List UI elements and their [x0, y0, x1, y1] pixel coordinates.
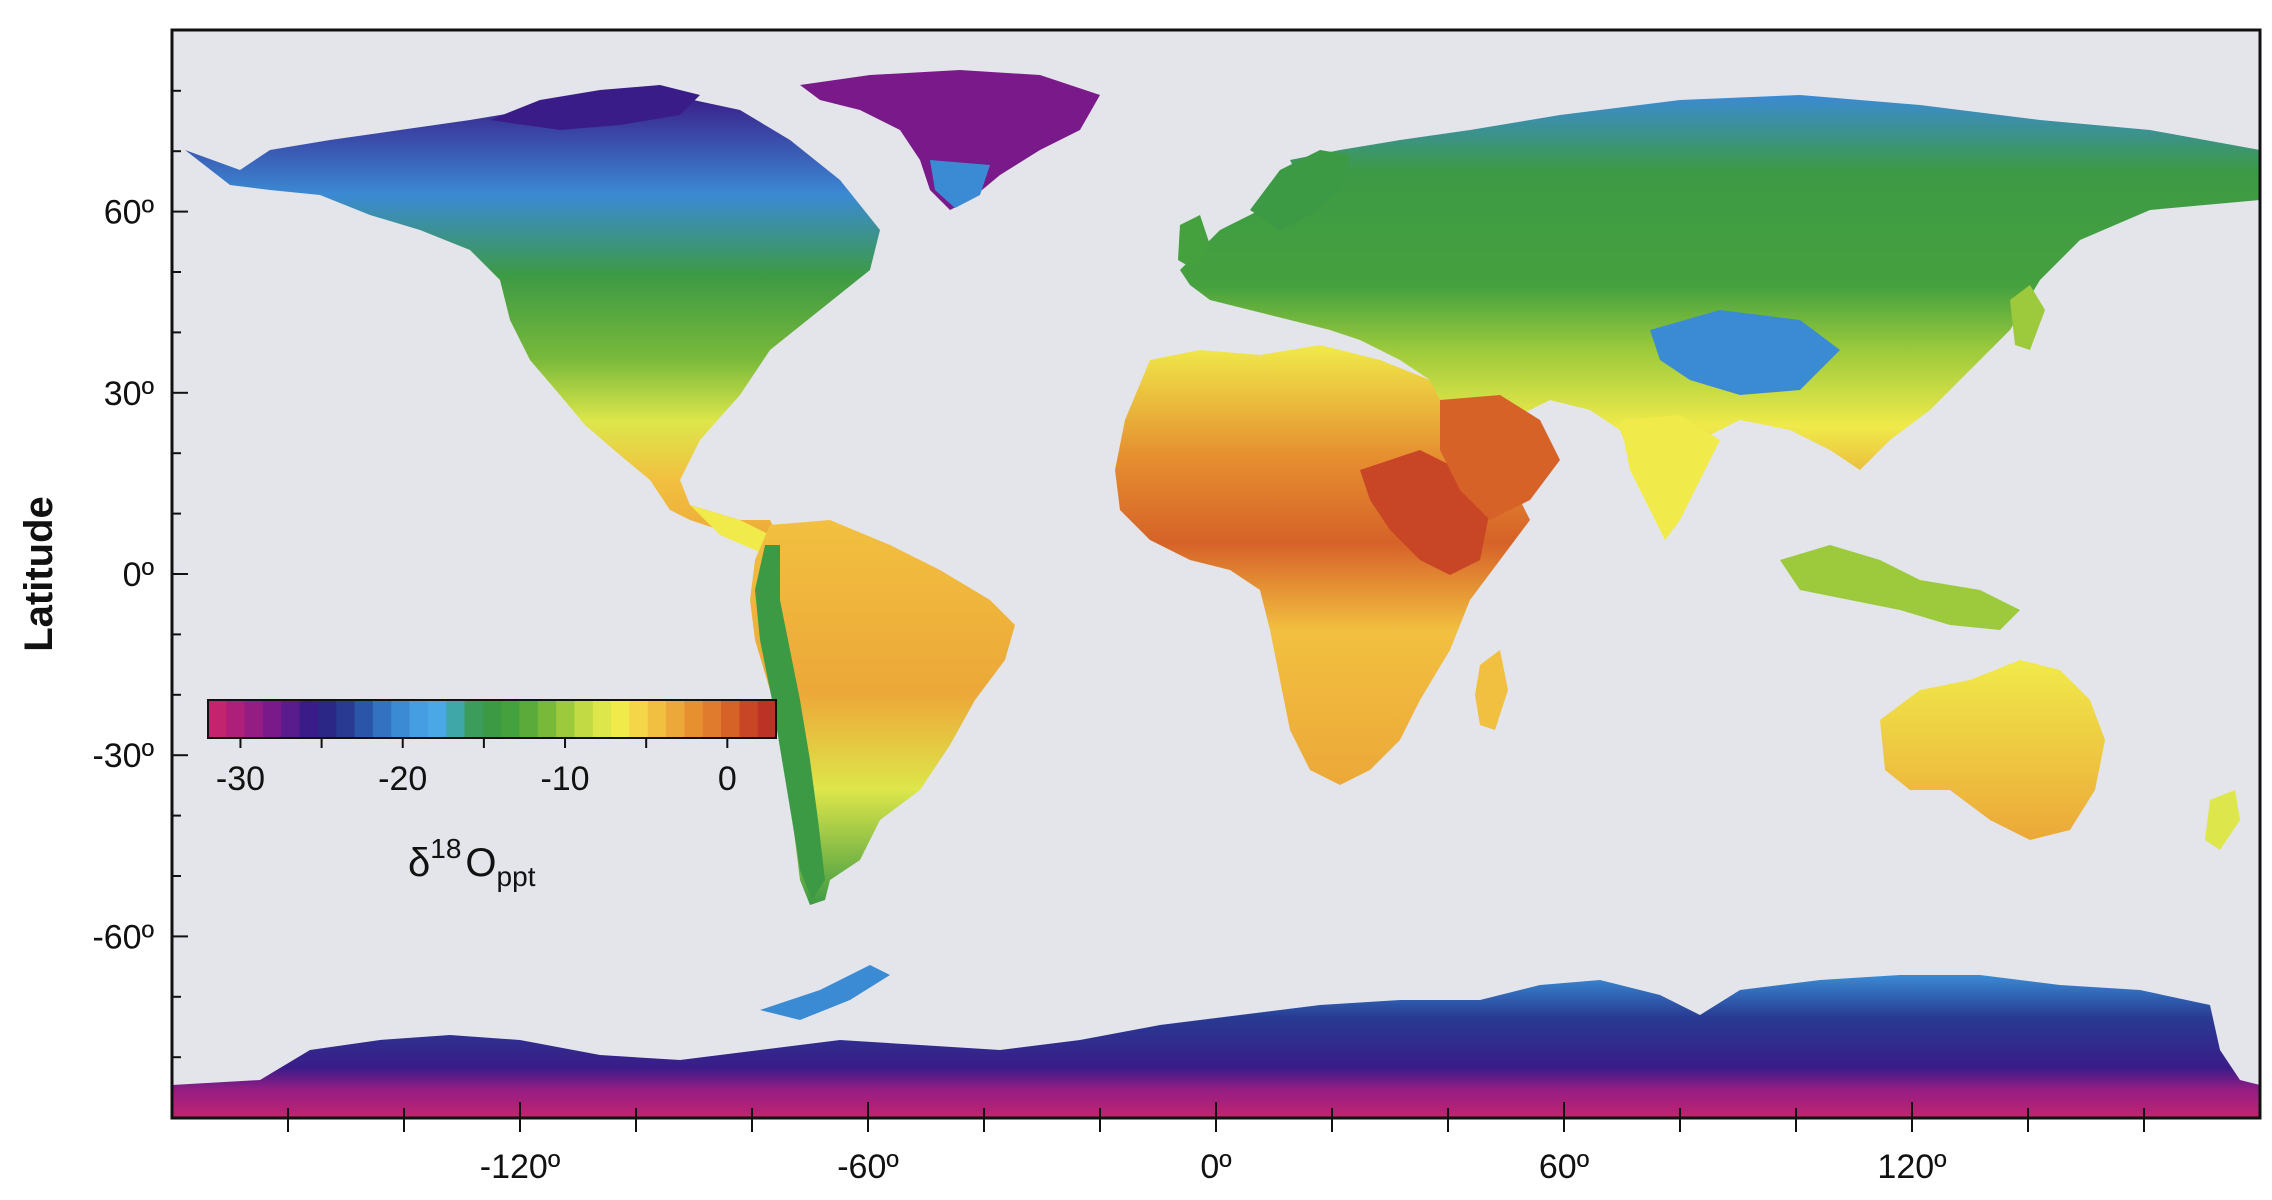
tibetan-plateau	[1650, 310, 1840, 395]
colorbar-swatch	[446, 700, 466, 738]
colorbar-title-delta: δ	[408, 841, 430, 885]
colorbar-swatch	[317, 700, 337, 738]
colorbar-swatch	[556, 700, 576, 738]
x-tick-label: 60º	[1539, 1148, 1589, 1186]
x-tick-label: -120º	[480, 1148, 560, 1186]
colorbar-swatch	[372, 700, 392, 738]
colorbar-swatch	[611, 700, 631, 738]
andes-strip	[755, 545, 825, 900]
greenland-south	[930, 160, 990, 208]
india-subcontinent	[1620, 415, 1720, 540]
colorbar-title: δ18 Oppt	[408, 833, 536, 892]
colorbar-swatch	[537, 700, 557, 738]
colorbar-tick-label: -30	[216, 760, 265, 798]
colorbar-swatch	[592, 700, 612, 738]
colorbar-title-superscript: 18	[430, 833, 461, 864]
colorbar-tick-label: 0	[718, 760, 737, 798]
land-masses	[172, 70, 2260, 1118]
british-isles	[1178, 215, 1210, 270]
y-axis: 60º 30º 0º -30º -60º	[92, 89, 188, 1059]
colorbar-swatch	[482, 700, 502, 738]
y-tick-label: 30º	[104, 375, 154, 413]
colorbar-ticks: -30 -20 -10 0	[216, 738, 737, 798]
x-tick-label: 120º	[1877, 1148, 1946, 1186]
colorbar: -30 -20 -10 0 δ18 Oppt	[207, 699, 777, 892]
arctic-archipelago	[490, 85, 700, 130]
colorbar-swatch	[684, 700, 704, 738]
greenland-landmass	[800, 70, 1100, 210]
maritime-southeast-asia	[1780, 545, 2020, 630]
colorbar-swatch	[519, 700, 539, 738]
y-tick-label: 60º	[104, 194, 154, 232]
y-axis-title: Latitude	[17, 496, 61, 652]
colorbar-swatch	[427, 700, 447, 738]
colorbar-swatch	[501, 700, 521, 738]
colorbar-tick-label: -10	[540, 760, 589, 798]
colorbar-swatch	[702, 700, 722, 738]
colorbar-swatch	[629, 700, 649, 738]
colorbar-swatch	[391, 700, 411, 738]
x-axis: -120º -60º 0º 60º 120º	[287, 1102, 2145, 1186]
colorbar-swatch	[757, 700, 777, 738]
colorbar-swatch	[299, 700, 319, 738]
colorbar-swatch	[647, 700, 667, 738]
y-tick-label: -30º	[92, 737, 154, 775]
arabian-peninsula	[1440, 395, 1560, 520]
colorbar-swatch	[409, 700, 429, 738]
colorbar-swatch	[464, 700, 484, 738]
colorbar-swatch	[281, 700, 301, 738]
new-zealand	[2205, 790, 2240, 850]
japan	[2010, 285, 2045, 350]
colorbar-frame	[207, 699, 777, 739]
antarctica-landmass	[172, 975, 2260, 1118]
colorbar-swatch	[739, 700, 759, 738]
colorbar-swatch	[336, 700, 356, 738]
colorbar-swatch	[244, 700, 264, 738]
colorbar-swatch	[354, 700, 374, 738]
colorbar-swatches	[208, 700, 777, 738]
madagascar	[1475, 650, 1508, 730]
colorbar-swatch	[666, 700, 685, 738]
colorbar-swatch	[226, 700, 246, 738]
colorbar-swatch	[574, 700, 594, 738]
colorbar-tick-label: -20	[378, 760, 427, 798]
colorbar-swatch	[208, 700, 227, 738]
colorbar-swatch	[262, 700, 282, 738]
antarctic-peninsula	[760, 965, 890, 1020]
colorbar-title-letter: O	[465, 841, 496, 885]
australia-landmass	[1880, 660, 2105, 840]
scandinavia	[1250, 150, 1350, 230]
x-tick-label: -60º	[837, 1148, 899, 1186]
north-america-landmass	[185, 95, 880, 548]
y-tick-label: -60º	[92, 918, 154, 956]
x-tick-label: 0º	[1200, 1148, 1231, 1186]
y-tick-label: 0º	[123, 556, 154, 594]
colorbar-title-subscript: ppt	[497, 861, 536, 892]
colorbar-swatch	[721, 700, 740, 738]
